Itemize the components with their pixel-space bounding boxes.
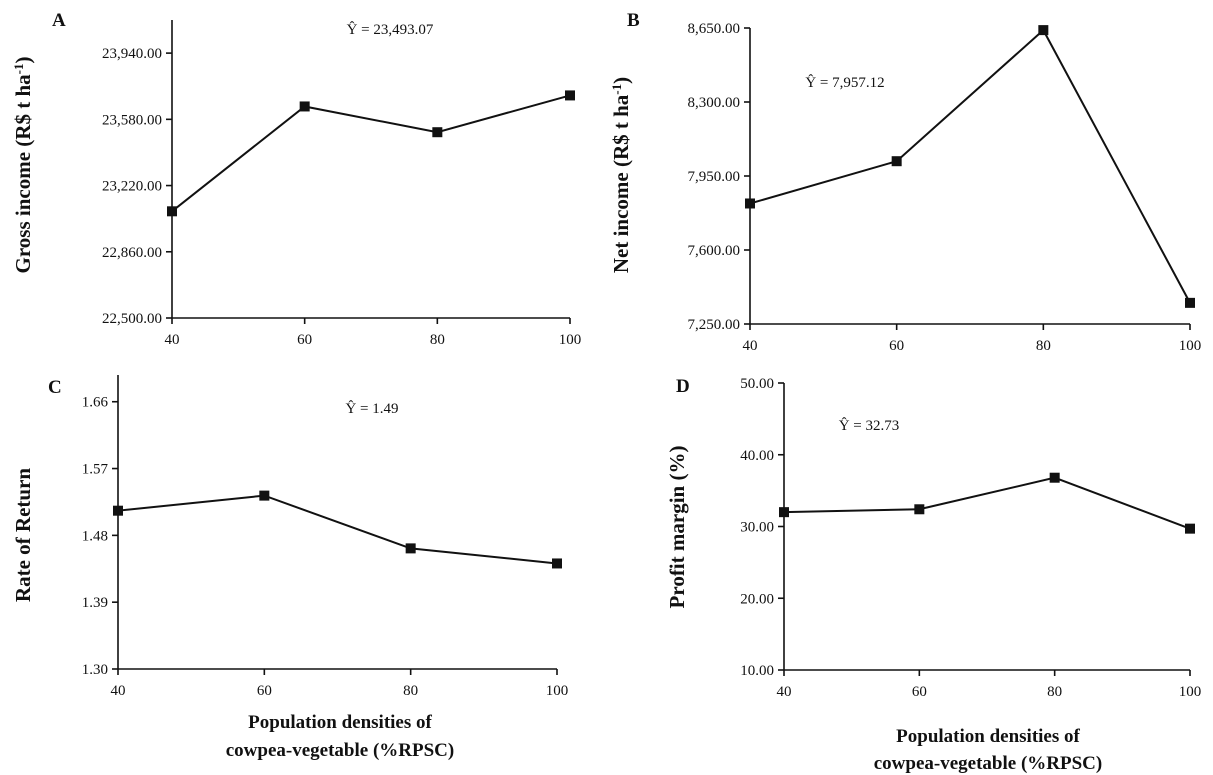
panel-letter: D (676, 376, 690, 397)
data-point (552, 558, 562, 569)
data-point (1185, 523, 1195, 534)
x-tick-label: 100 (1179, 338, 1202, 354)
y-tick-label: 10.00 (740, 663, 774, 679)
x-axis-label: Population densities of (248, 712, 432, 733)
y-tick-label: 23,220.00 (102, 179, 162, 195)
x-axis-label-line2: cowpea-vegetable (%RPSC) (226, 740, 454, 761)
x-tick-label: 40 (111, 683, 126, 699)
x-tick-label: 100 (546, 683, 569, 699)
y-tick-label: 40.00 (740, 448, 774, 464)
data-point (259, 490, 270, 501)
x-tick-label: 100 (1179, 684, 1202, 700)
series-line (749, 28, 1191, 304)
y-tick-label: 20.00 (740, 591, 774, 607)
y-tick-label: 1.66 (82, 395, 109, 411)
chart-panel-d: 10.00 20.00 30.00 40.00 50.00 40 60 80 100 D Ŷ = 3… (665, 376, 1201, 774)
y-tick-label: 7,950.00 (688, 169, 741, 185)
data-point (745, 198, 755, 209)
panel-letter: A (52, 10, 66, 31)
data-point (1049, 472, 1060, 483)
y-axis-label: Gross income (R$ t ha-1) (11, 57, 35, 274)
y-tick-label: 7,250.00 (688, 317, 741, 333)
y-axis-label: Rate of Return (11, 468, 35, 602)
y-tick-label: 1.57 (82, 462, 109, 478)
y-tick-label: 1.39 (82, 595, 108, 611)
x-tick-label: 80 (403, 683, 418, 699)
data-point (1038, 25, 1049, 36)
y-tick-label: 8,650.00 (688, 21, 741, 37)
data-point (405, 543, 416, 554)
y-tick-label: 22,860.00 (102, 245, 162, 261)
x-tick-label: 40 (777, 684, 792, 700)
y-tick-label: 22,500.00 (102, 311, 162, 327)
x-tick-label: 40 (165, 332, 180, 348)
x-tick-label: 60 (912, 684, 927, 700)
panel-letter: C (48, 377, 62, 398)
panel-letter: B (627, 10, 640, 31)
y-axis-label-end: ) (609, 77, 633, 84)
equation-label: Ŷ = 7,957.12 (805, 74, 884, 91)
y-tick-label: 1.30 (82, 662, 108, 678)
x-tick-label: 80 (430, 332, 445, 348)
data-point (1185, 297, 1195, 308)
y-tick-label: 8,300.00 (688, 95, 741, 111)
x-axis-label-line2: cowpea-vegetable (%RPSC) (874, 753, 1102, 774)
series-line (117, 494, 558, 565)
y-axis-label: Net income (R$ t ha-1) (609, 77, 633, 273)
x-tick-label: 40 (743, 338, 758, 354)
equation-label: Ŷ = 32.73 (839, 417, 900, 434)
y-axis-label: Profit margin (%) (665, 446, 689, 609)
data-point (779, 507, 789, 518)
chart-panel-a: 22,500.00 22,860.00 23,220.00 23,580.00 23,9… (11, 10, 581, 348)
x-tick-label: 60 (257, 683, 272, 699)
data-point (299, 101, 310, 112)
chart-panel-b: 7,250.00 7,600.00 7,950.00 8,300.00 8,650.00… (609, 10, 1201, 354)
x-tick-label: 100 (559, 332, 582, 348)
y-axis-label-superscript: -1 (11, 64, 26, 75)
data-point (565, 90, 575, 101)
y-tick-label: 30.00 (740, 520, 774, 536)
equation-label: Ŷ = 1.49 (345, 400, 398, 417)
x-tick-label: 80 (1036, 338, 1051, 354)
y-tick-label: 50.00 (740, 376, 774, 392)
data-point (113, 505, 123, 516)
equation-label: Ŷ = 23,493.07 (347, 21, 434, 38)
y-tick-label: 7,600.00 (688, 243, 741, 259)
data-point (167, 206, 177, 217)
series-line (171, 94, 571, 213)
x-tick-label: 60 (889, 338, 904, 354)
y-tick-label: 23,940.00 (102, 46, 162, 62)
data-point (432, 127, 443, 138)
data-point (914, 504, 925, 515)
x-tick-label: 60 (297, 332, 312, 348)
y-axis-label-end: ) (11, 57, 35, 64)
chart-panel-c: 1.30 1.39 1.48 1.57 1.66 40 60 80 100 C Ŷ = 1.49 Ra… (11, 375, 568, 761)
y-tick-label: 23,580.00 (102, 112, 162, 128)
x-tick-label: 80 (1047, 684, 1062, 700)
x-axis-label: Population densities of (896, 726, 1080, 747)
y-tick-label: 1.48 (82, 528, 108, 544)
series-line (783, 476, 1191, 530)
data-point (891, 156, 902, 167)
y-axis-label-superscript: -1 (609, 84, 624, 95)
